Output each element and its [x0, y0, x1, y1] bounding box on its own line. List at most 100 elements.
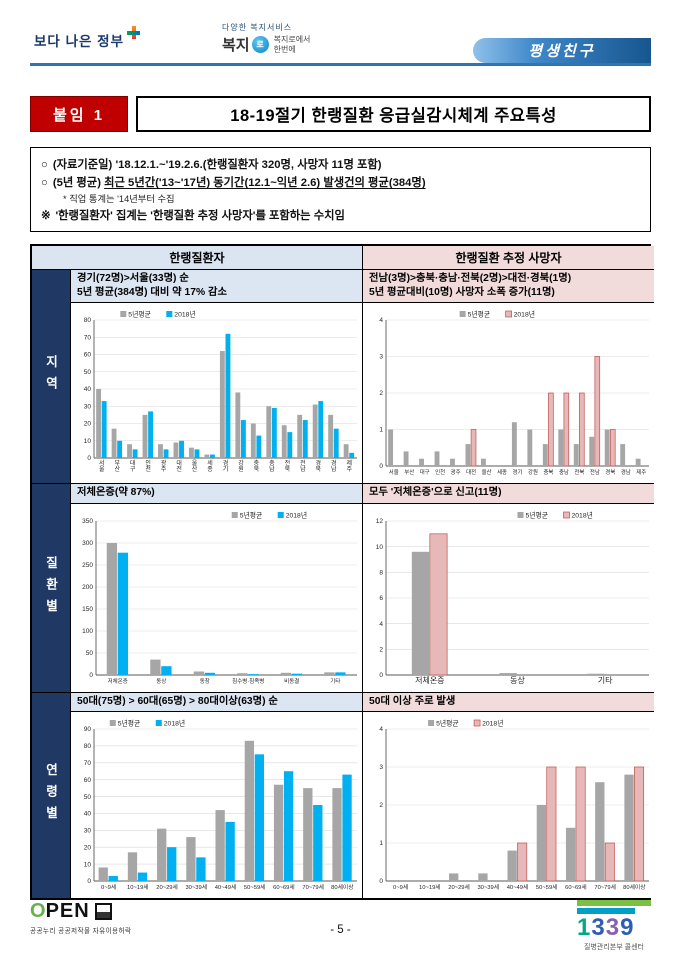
svg-text:5년평균: 5년평균: [468, 310, 491, 319]
row-label-disease: 질환별: [32, 483, 70, 692]
cell-region-deaths: 전남(3명)>충북·충남·전북(2명)>대전·경북(1명) 5년 평균대비(10…: [362, 269, 654, 484]
chart-disease-patients: 0 50 100 150 200 250 300 350 저체온증 동상 동창 침수병·침족병 비동결 기…: [82, 510, 357, 685]
svg-text:2018년: 2018년: [572, 510, 593, 519]
svg-text:0~9세: 0~9세: [393, 883, 408, 891]
callcenter-caption: 질병관리본부 콜센터: [584, 944, 644, 951]
gov-logo-text: 보다 나은 정부: [34, 34, 125, 49]
svg-text:12: 12: [376, 518, 384, 525]
svg-text:20~29세: 20~29세: [156, 883, 178, 891]
svg-text:동상: 동상: [510, 675, 525, 685]
svg-text:세종: 세종: [497, 468, 507, 476]
slogan-stripes-icon: [577, 900, 651, 914]
svg-text:10: 10: [84, 862, 92, 869]
cell-region-patients: 경기(72명)>서울(33명) 순 5년 평균(384명) 대비 약 17% 감…: [70, 269, 362, 484]
svg-text:20: 20: [84, 845, 92, 852]
svg-text:제주: 제주: [346, 459, 352, 473]
svg-text:350: 350: [82, 518, 93, 525]
chart-header: 전남(3명)>충북·충남·전북(2명)>대전·경북(1명) 5년 평균대비(10…: [363, 270, 654, 304]
svg-text:0: 0: [379, 463, 383, 470]
title-row: 붙임 1 18-19절기 한랭질환 응급실감시체계 주요특성: [30, 96, 651, 132]
svg-text:동창: 동창: [200, 677, 210, 685]
svg-text:40: 40: [84, 386, 92, 393]
chart-header: 모두 '저체온증'으로 신고(11명): [363, 484, 654, 504]
svg-text:충남: 충남: [269, 459, 275, 473]
summary-line-2: ○ (5년 평균) 최근 5년간('13~'17년) 동기간(12.1~익년 2.…: [41, 177, 426, 190]
chart-headline: 저체온증(약 87%): [77, 487, 155, 499]
svg-text:비동결: 비동결: [284, 677, 299, 685]
svg-text:2018년: 2018년: [514, 310, 535, 319]
header-rule: [30, 63, 651, 66]
chart-disease-deaths: 0 2 4 6 8 10 12 저체온증 동상 기타 5년평균 2018년: [376, 510, 649, 685]
svg-text:4: 4: [379, 317, 383, 324]
svg-text:충북: 충북: [543, 468, 553, 476]
svg-text:80세이상: 80세이상: [331, 883, 354, 891]
svg-text:5년평균: 5년평균: [240, 510, 263, 519]
svg-text:6: 6: [379, 595, 383, 602]
col-header-deaths: 한랭질환 추정 사망자: [362, 246, 654, 270]
svg-text:40: 40: [84, 811, 92, 818]
svg-text:침수병·침족병: 침수병·침족병: [232, 677, 264, 685]
svg-text:전남: 전남: [590, 468, 600, 476]
svg-text:전남: 전남: [300, 459, 306, 473]
svg-text:70~79세: 70~79세: [302, 883, 324, 891]
bokjiro-tagline: 다양한 복지서비스: [222, 23, 293, 32]
chart-headline: 50대(75명) > 60대(65명) > 80대이상(63명) 순: [77, 695, 278, 707]
svg-text:대구: 대구: [130, 459, 136, 473]
summary-line-4: ※ '한랭질환자' 집계는 '한랭질환 추정 사망자'를 포함하는 수치임: [41, 210, 345, 222]
svg-text:경기: 경기: [513, 468, 523, 476]
svg-text:100: 100: [82, 628, 93, 635]
chart-header: 경기(72명)>서울(33명) 순 5년 평균(384명) 대비 약 17% 감…: [71, 270, 362, 304]
svg-text:60: 60: [84, 777, 92, 784]
svg-text:울산: 울산: [192, 460, 198, 473]
svg-text:제주: 제주: [636, 468, 646, 476]
svg-text:저체온증: 저체온증: [415, 675, 444, 685]
svg-text:4: 4: [379, 621, 383, 628]
kogl-logo: O PEN 공공누리 공공저작물 자유이용허락: [30, 900, 131, 935]
svg-text:서울: 서울: [99, 459, 105, 473]
svg-text:70~79세: 70~79세: [594, 883, 616, 891]
chart-header: 저체온증(약 87%): [71, 484, 362, 504]
chart-headline: 모두 '저체온증'으로 신고(11명): [369, 487, 502, 499]
summary-line-1: ○ (자료기준일) '18.12.1.~'19.2.6.(한랭질환자 320명, …: [41, 159, 382, 171]
svg-text:80: 80: [84, 317, 92, 324]
svg-text:4: 4: [379, 727, 383, 734]
svg-text:강원: 강원: [238, 459, 244, 473]
chart-header: 50대 이상 주로 발생: [363, 692, 654, 713]
svg-text:3: 3: [379, 765, 383, 772]
svg-text:250: 250: [82, 562, 93, 569]
svg-text:60: 60: [84, 352, 92, 359]
svg-text:경북: 경북: [316, 460, 322, 473]
kogl-open-pen: PEN: [45, 900, 90, 922]
chart-header: 50대(75명) > 60대(65명) > 80대이상(63명) 순: [71, 692, 362, 713]
row-label-region: 지역: [32, 269, 70, 484]
page-header: 보다 나은 정부 다양한 복지서비스 복지 로 복지로에서 한번에 평생친구: [0, 0, 681, 74]
chart-headline: 경기(72명)>서울(33명) 순: [77, 273, 189, 285]
svg-text:울산: 울산: [482, 468, 492, 476]
bokjiro-circle-icon: 로: [251, 36, 269, 53]
svg-text:90: 90: [84, 727, 92, 734]
svg-text:5년평균: 5년평균: [118, 719, 141, 728]
page-number: - 5 -: [330, 924, 351, 936]
svg-text:0: 0: [89, 672, 93, 679]
header-banner: 평생친구: [473, 38, 651, 63]
page-title: 18-19절기 한랭질환 응급실감시체계 주요특성: [136, 96, 651, 132]
cell-age-deaths: 50대 이상 주로 발생 0 1 2 3 4 0~9세 10~19세 20~29세 30~39세…: [362, 691, 654, 899]
svg-text:인천: 인천: [145, 460, 151, 473]
svg-text:10~19세: 10~19세: [127, 883, 149, 891]
bokjiro-wordmark: 복지: [222, 37, 250, 54]
attachment-badge: 붙임 1: [30, 96, 129, 132]
chart-age-patients: 0 10 20 30 40 50 60 70 80 90 0~9세 10~19세 20~29세 30~39…: [84, 719, 357, 891]
svg-text:3: 3: [379, 354, 383, 361]
svg-text:0: 0: [379, 672, 383, 679]
svg-text:기타: 기타: [330, 677, 340, 685]
svg-text:20: 20: [84, 421, 92, 428]
svg-text:2: 2: [379, 646, 383, 653]
svg-text:대전: 대전: [466, 468, 476, 476]
svg-text:50: 50: [86, 650, 94, 657]
svg-text:200: 200: [82, 584, 93, 591]
svg-text:1: 1: [379, 841, 383, 848]
svg-text:0: 0: [87, 455, 91, 462]
svg-text:대구: 대구: [420, 468, 430, 476]
svg-text:동상: 동상: [156, 677, 166, 685]
main-table: 한랭질환자 한랭질환 추정 사망자 지역 경기(72명)>서울(33명) 순 5…: [30, 244, 654, 901]
